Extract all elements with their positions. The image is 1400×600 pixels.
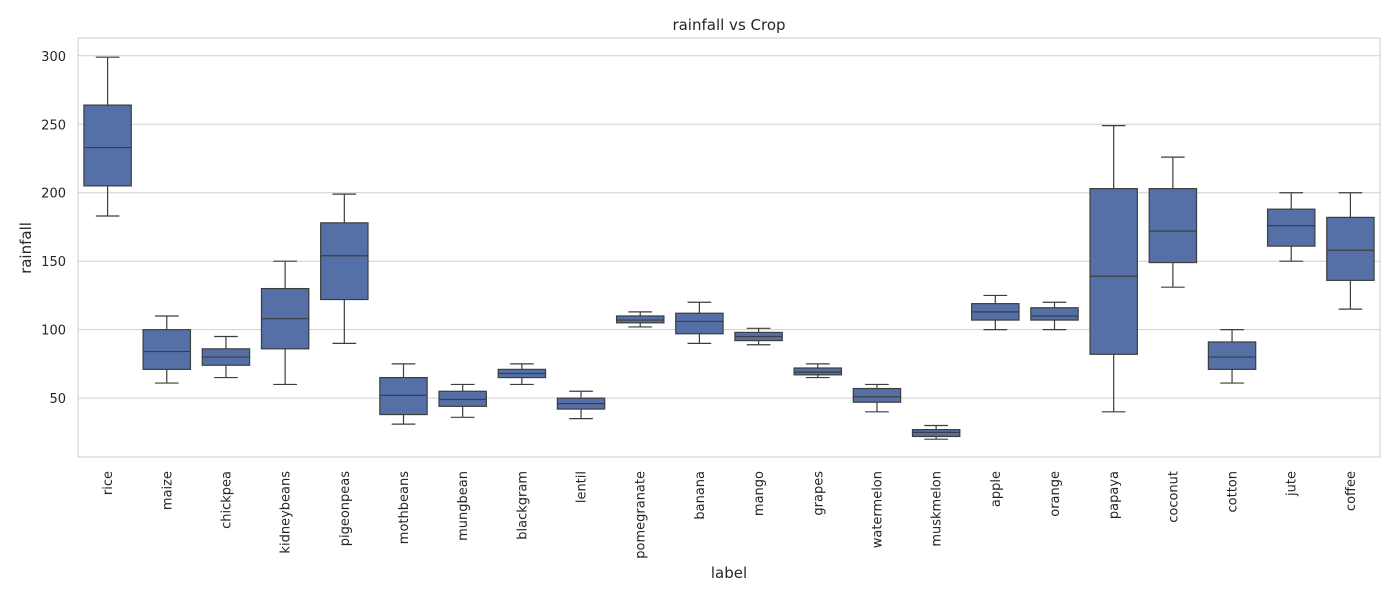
iqr-box-coffee <box>1326 216 1375 281</box>
x-tick-label-apple: apple <box>989 471 1004 507</box>
y-tick-label-200: 200 <box>41 187 66 202</box>
iqr-box-coconut <box>1148 188 1198 264</box>
box-papaya <box>1089 125 1138 413</box>
box-orange <box>1030 301 1079 331</box>
x-tick-label-coffee: coffee <box>1344 471 1359 511</box>
iqr-box-mungbean <box>438 390 487 407</box>
x-tick-label-mothbeans: mothbeans <box>397 471 412 544</box>
x-tick-label-grapes: grapes <box>811 471 826 516</box>
box-jute <box>1266 192 1316 262</box>
box-rice <box>83 56 132 217</box>
box-apple <box>971 294 1020 331</box>
iqr-box-grapes <box>793 367 843 376</box>
x-tick-label-papaya: papaya <box>1107 471 1122 519</box>
iqr-box-cotton <box>1207 341 1257 370</box>
iqr-box-maize <box>142 329 192 370</box>
y-tick-label-250: 250 <box>41 118 66 133</box>
x-tick-label-muskmelon: muskmelon <box>930 471 945 547</box>
x-tick-label-maize: maize <box>160 471 175 510</box>
box-grapes <box>793 363 843 379</box>
box-mungbean <box>438 383 487 418</box>
x-tick-label-lentil: lentil <box>575 471 590 503</box>
x-axis-title: label <box>711 564 747 582</box>
box-banana <box>675 301 724 344</box>
x-tick-label-kidneybeans: kidneybeans <box>279 471 294 554</box>
box-mango <box>734 327 783 346</box>
x-tick-label-pigeonpeas: pigeonpeas <box>338 471 353 547</box>
box-coffee <box>1326 192 1375 310</box>
y-tick-label-300: 300 <box>41 50 66 65</box>
y-axis-ticks: 50 100 150 200 250 300 <box>41 50 66 407</box>
box-maize <box>142 315 192 384</box>
x-tick-label-blackgram: blackgram <box>515 471 530 540</box>
x-tick-label-orange: orange <box>1048 471 1063 517</box>
x-tick-label-rice: rice <box>101 471 116 495</box>
x-tick-label-coconut: coconut <box>1166 471 1181 523</box>
x-tick-label-pomegranate: pomegranate <box>634 471 649 559</box>
box-chickpea <box>201 335 251 379</box>
box-lentil <box>556 390 606 420</box>
x-axis-ticks: rice maize chickpea kidneybeans pigeonpeas mo… <box>101 471 1359 559</box>
y-tick-label-150: 150 <box>41 255 66 270</box>
x-tick-label-watermelon: watermelon <box>870 471 885 548</box>
x-tick-label-banana: banana <box>693 471 708 520</box>
iqr-box-pigeonpeas <box>320 222 369 301</box>
iqr-box-rice <box>83 104 132 187</box>
iqr-box-papaya <box>1089 188 1138 355</box>
x-tick-label-mango: mango <box>752 471 767 516</box>
iqr-box-banana <box>675 312 724 335</box>
box-muskmelon <box>911 424 961 440</box>
box-kidneybeans <box>260 260 310 386</box>
iqr-box-orange <box>1030 307 1079 321</box>
box-pomegranate <box>615 311 665 328</box>
box-cotton <box>1207 329 1257 384</box>
x-tick-label-mungbean: mungbean <box>456 471 471 541</box>
box-watermelon <box>852 383 902 413</box>
iqr-box-pomegranate <box>615 315 665 324</box>
box-coconut <box>1148 156 1198 288</box>
iqr-box-mothbeans <box>379 376 428 416</box>
box-mothbeans <box>379 363 428 425</box>
x-tick-label-chickpea: chickpea <box>219 471 234 529</box>
iqr-box-jute <box>1266 208 1316 247</box>
y-axis-title: rainfall <box>17 222 35 274</box>
plot-frame <box>77 37 1381 458</box>
box-series <box>83 56 1375 440</box>
y-tick-label-100: 100 <box>41 324 66 339</box>
chart-title: rainfall vs Crop <box>672 16 785 34</box>
box-pigeonpeas <box>320 193 369 344</box>
x-tick-label-jute: jute <box>1285 471 1300 497</box>
box-blackgram <box>497 363 547 386</box>
y-tick-label-50: 50 <box>49 392 66 407</box>
x-tick-label-cotton: cotton <box>1226 471 1241 513</box>
iqr-box-muskmelon <box>911 429 961 438</box>
iqr-box-watermelon <box>852 387 902 403</box>
